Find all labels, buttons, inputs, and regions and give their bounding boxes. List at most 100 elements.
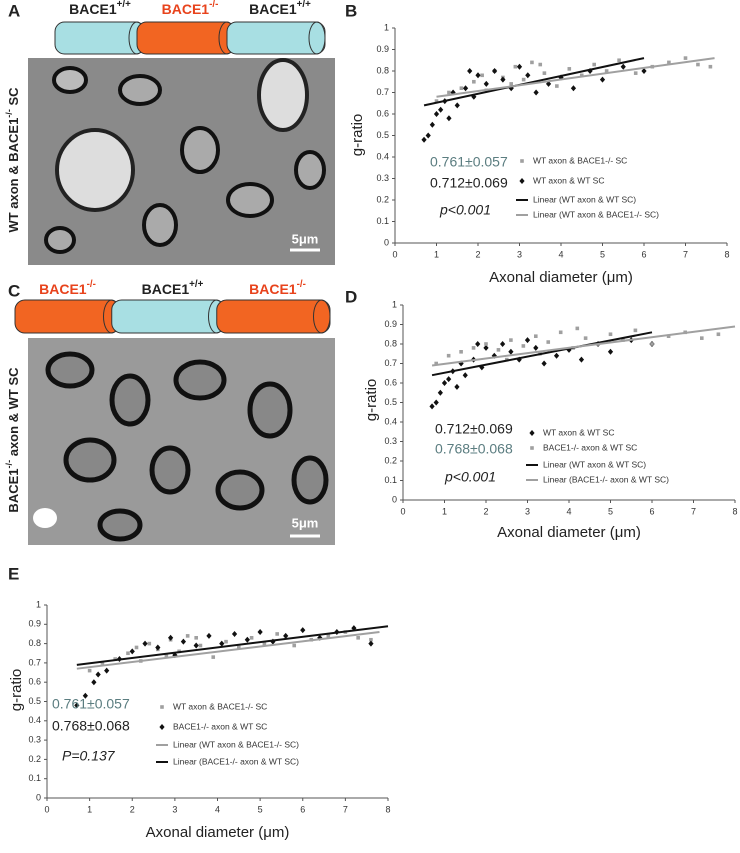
point — [617, 58, 621, 63]
point — [369, 637, 373, 642]
x-axis-title: Axonal diameter (μm) — [146, 824, 290, 841]
point — [509, 82, 513, 86]
point — [471, 346, 476, 350]
point — [446, 353, 451, 358]
point — [509, 338, 513, 342]
point — [475, 341, 481, 347]
point — [326, 634, 331, 638]
point — [599, 76, 606, 83]
point — [570, 85, 577, 92]
annotation: p<0.001 — [444, 469, 496, 485]
x-tick-label: 1 — [442, 506, 447, 516]
legend-label: WT axon & BACE1-/- SC — [533, 155, 627, 165]
panel-letter: C — [8, 281, 20, 300]
y-tick-label: 0 — [392, 494, 397, 504]
point — [538, 62, 543, 67]
point — [433, 399, 439, 406]
point — [185, 634, 190, 638]
panel-letter: D — [345, 287, 357, 306]
label-sup: -/- — [87, 279, 96, 290]
point — [567, 67, 572, 71]
point — [483, 80, 489, 87]
point — [666, 334, 671, 338]
point — [479, 364, 485, 371]
scale-label: 5μm — [292, 231, 319, 246]
x-tick-label: 7 — [683, 249, 688, 259]
diagram-label: BACE1-/- — [39, 279, 96, 297]
point — [231, 630, 238, 637]
point — [134, 645, 139, 650]
fit-line — [431, 331, 653, 377]
point — [484, 342, 488, 346]
y-tick-label: 0.9 — [28, 619, 41, 629]
point — [546, 340, 551, 344]
diagram-label: BACE1+/+ — [142, 279, 204, 297]
point — [434, 99, 439, 103]
legend-label: Linear (WT axon & WT SC) — [543, 459, 646, 469]
point — [437, 389, 443, 396]
point — [91, 679, 97, 686]
point — [533, 344, 539, 351]
fit-line — [436, 57, 715, 98]
point — [368, 640, 374, 647]
annotation: 0.712±0.069 — [430, 175, 508, 191]
point — [95, 671, 101, 678]
x-tick-label: 6 — [641, 249, 646, 259]
point — [351, 625, 357, 632]
point — [104, 667, 110, 674]
point — [356, 636, 360, 640]
x-tick-label: 7 — [691, 506, 696, 516]
point — [524, 337, 531, 344]
point — [504, 357, 509, 362]
y-tick-label: 0.4 — [28, 715, 41, 725]
point — [608, 332, 613, 337]
diagram-label: BACE1-/- — [249, 279, 306, 297]
point — [100, 661, 105, 665]
annotation: P=0.137 — [62, 748, 116, 764]
legend-swatch — [529, 430, 535, 436]
label-text: BACE1 — [69, 1, 117, 17]
point — [283, 632, 289, 639]
x-tick-label: 3 — [525, 506, 530, 516]
x-tick-label: 8 — [732, 506, 737, 516]
point — [633, 328, 638, 333]
point — [193, 642, 199, 649]
label-sup: +/+ — [117, 0, 131, 10]
legend-label: Linear (WT axon & WT SC) — [533, 194, 636, 204]
point — [459, 86, 464, 90]
point — [87, 668, 92, 673]
cylinder — [136, 21, 236, 55]
label-sup: -/- — [209, 0, 218, 10]
cylinder-end — [313, 299, 331, 334]
y-tick-label: 0.3 — [384, 436, 397, 446]
label-text: WT axon & BACE1 — [6, 118, 21, 233]
x-tick-label: 2 — [483, 506, 488, 516]
annotation: 0.761±0.057 — [52, 696, 130, 712]
point — [300, 627, 306, 634]
point — [237, 645, 241, 650]
cylinder — [14, 299, 121, 334]
point — [500, 76, 506, 83]
point — [434, 361, 438, 366]
point — [696, 62, 700, 67]
panel-letter: A — [8, 1, 20, 20]
point — [126, 651, 130, 656]
point — [275, 632, 279, 636]
fit-line — [423, 57, 645, 107]
label-rest: axon & WT SC — [6, 367, 21, 460]
point — [446, 115, 452, 122]
label-sup: -/- — [297, 279, 306, 290]
point — [472, 79, 476, 84]
point — [211, 655, 216, 659]
annotation: 0.768±0.068 — [435, 441, 513, 457]
point — [450, 89, 456, 96]
annotation: 0.712±0.069 — [435, 421, 513, 437]
x-tick-label: 0 — [392, 249, 397, 259]
cylinder-end — [308, 21, 326, 55]
y-tick-label: 0.2 — [376, 194, 389, 204]
y-tick-label: 0.1 — [376, 216, 389, 226]
annotation: 0.768±0.068 — [52, 718, 130, 734]
point — [147, 641, 152, 646]
y-tick-label: 0.8 — [376, 65, 389, 75]
